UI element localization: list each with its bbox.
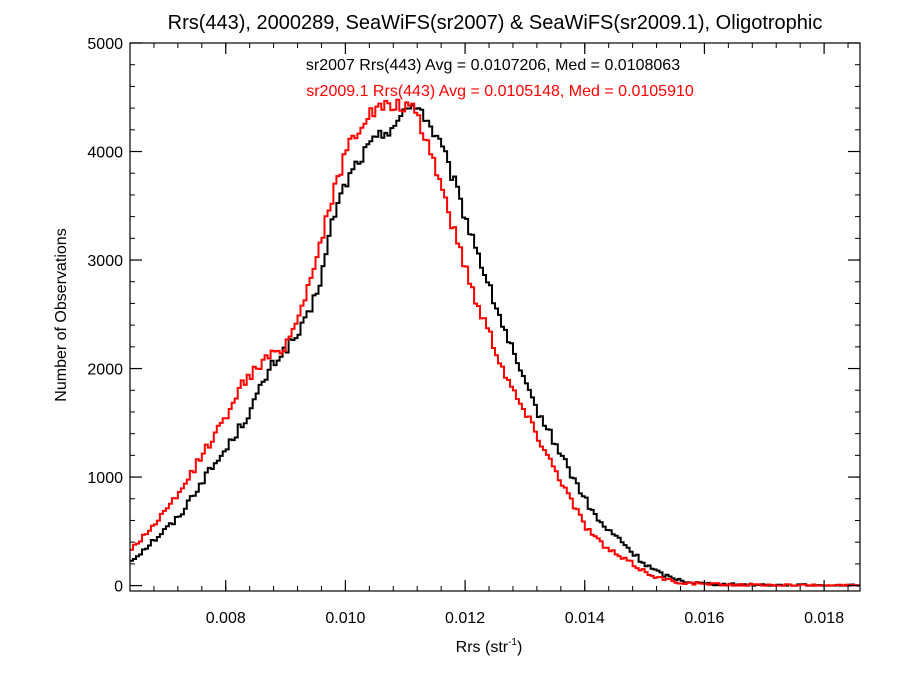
y-tick-label: 3000 [87, 253, 123, 270]
annotation-sr2009: sr2009.1 Rrs(443) Avg = 0.0105148, Med =… [306, 83, 694, 100]
y-tick-label: 4000 [87, 145, 123, 162]
x-tick-label: 0.018 [804, 610, 844, 627]
y-tick-label: 5000 [87, 36, 123, 53]
chart-title: Rrs(443), 2000289, SeaWiFS(sr2007) & Sea… [168, 12, 823, 34]
x-tick-label: 0.012 [445, 610, 485, 627]
series-layer [130, 98, 860, 587]
x-axis-label-sup: -1 [508, 637, 517, 648]
annotation-sr2007: sr2007 Rrs(443) Avg = 0.0107206, Med = 0… [306, 57, 680, 74]
y-axis-label: Number of Observations [53, 228, 70, 401]
y-tick-label: 1000 [87, 470, 123, 487]
series-line-sr2009-1 [130, 98, 860, 587]
x-tick-label: 0.016 [684, 610, 724, 627]
y-tick-label: 0 [114, 579, 123, 596]
x-tick-label: 0.010 [325, 610, 365, 627]
y-tick-label: 2000 [87, 362, 123, 379]
plot-frame [129, 42, 861, 592]
tick-layer: 0.008 0.010 0.012 0.014 0.016 0.018 0 1000 2000 3… [87, 36, 860, 627]
x-axis-label-close: ) [517, 639, 522, 656]
x-tick-label: 0.008 [206, 610, 246, 627]
x-axis-label-main: Rrs (str [456, 639, 509, 656]
x-tick-label: 0.014 [565, 610, 605, 627]
x-axis-label: Rrs (str-1) [456, 637, 523, 656]
